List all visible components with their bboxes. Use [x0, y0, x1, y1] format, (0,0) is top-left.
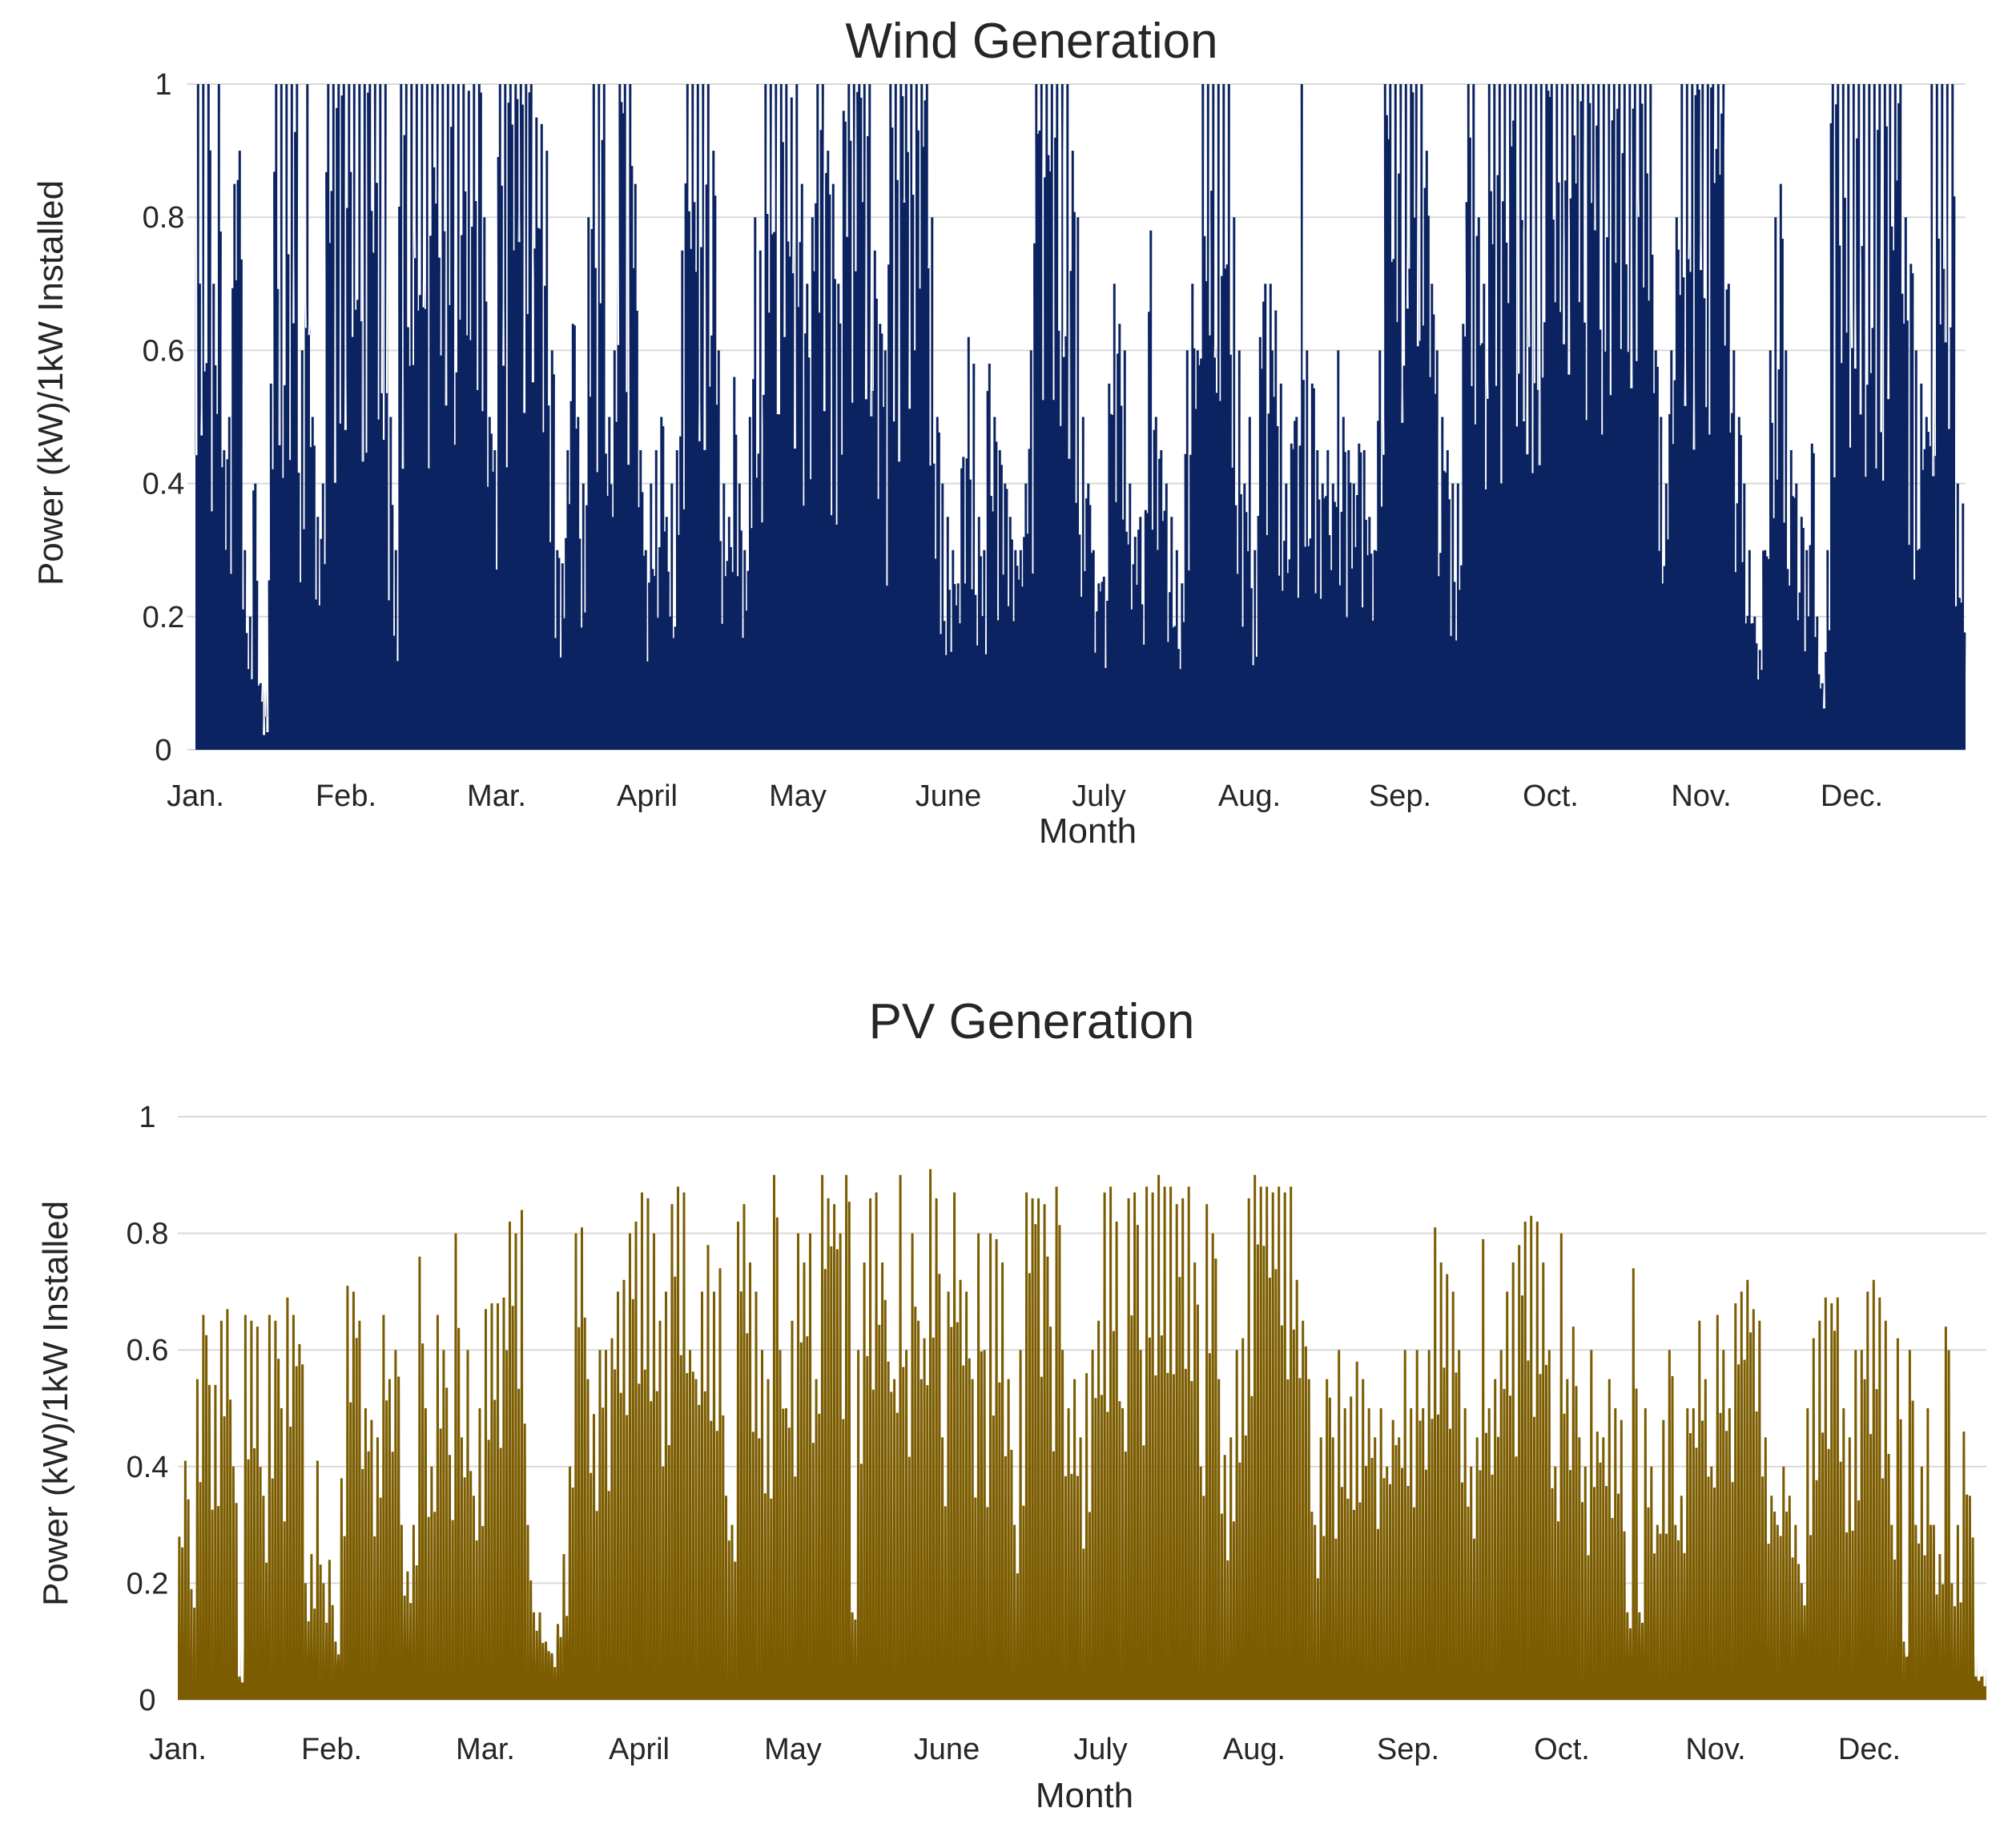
x-tick-label: Feb. [301, 1733, 362, 1766]
y-tick-label: 1 [139, 1101, 155, 1134]
x-tick-label: Sep. [1369, 779, 1431, 813]
y-tick-label: 0 [139, 1684, 155, 1717]
y-tick-label: 0 [155, 734, 171, 767]
y-tick-label: 0.8 [143, 201, 185, 235]
x-tick-label: Sep. [1377, 1733, 1439, 1766]
x-axis-title-pv: Month [1036, 1776, 1133, 1815]
x-tick-label: Aug. [1218, 779, 1281, 813]
y-tick-label: 0.8 [127, 1218, 169, 1251]
x-tick-label: Aug. [1223, 1733, 1286, 1766]
y-tick-label: 0.6 [143, 334, 185, 368]
x-tick-label: June [914, 1733, 980, 1766]
wind-generation-chart: Wind Generation 0 0.2 0.4 0.6 0.8 1 Jan. Feb. M… [31, 14, 1966, 851]
x-tick-label: Jan. [149, 1733, 207, 1766]
x-axis-title-wind: Month [1039, 811, 1137, 851]
x-tick-label: Mar. [467, 779, 526, 813]
x-tick-label: June [915, 779, 981, 813]
y-tick-label: 1 [155, 68, 171, 102]
x-tick-label: April [617, 779, 678, 813]
pv-power-series [178, 1169, 1986, 1700]
y-axis-title-pv: Power (kW)/1kW Installed [36, 1201, 75, 1606]
x-tick-label: Nov. [1671, 779, 1731, 813]
x-tick-label: Dec. [1838, 1733, 1901, 1766]
x-tick-label: Mar. [456, 1733, 515, 1766]
x-tick-label: May [769, 779, 827, 813]
wind-power-series [195, 84, 1966, 750]
pv-generation-chart: PV Generation 0 0.2 0.4 0.6 0.8 1 Jan. Feb. Mar… [36, 994, 1986, 1815]
y-tick-label: 0.6 [127, 1334, 169, 1367]
y-tick-label: 0.2 [143, 601, 185, 634]
x-tick-label: Jan. [167, 779, 224, 813]
y-tick-label: 0.4 [143, 468, 185, 501]
x-tick-label: Feb. [316, 779, 376, 813]
x-tick-label: April [609, 1733, 670, 1766]
x-tick-label: Oct. [1523, 779, 1579, 813]
y-axis-title-wind: Power (kW)/1kW Installed [31, 180, 70, 586]
x-tick-label: July [1073, 1733, 1128, 1766]
y-tick-label: 0.2 [127, 1567, 169, 1600]
y-tick-label: 0.4 [127, 1451, 169, 1484]
x-tick-label: May [764, 1733, 822, 1766]
x-tick-label: July [1072, 779, 1126, 813]
x-tick-label: Oct. [1534, 1733, 1590, 1766]
chart-title-wind: Wind Generation [845, 14, 1217, 69]
x-tick-label: Nov. [1685, 1733, 1745, 1766]
chart-title-pv: PV Generation [869, 994, 1195, 1049]
x-tick-label: Dec. [1821, 779, 1883, 813]
